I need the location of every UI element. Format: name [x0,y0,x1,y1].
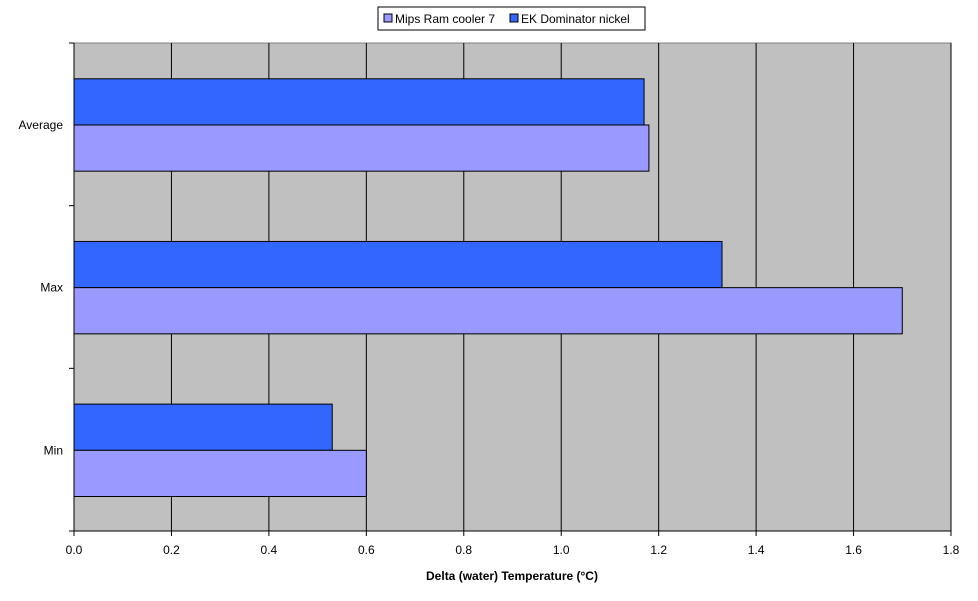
x-tick-label: 1.0 [553,543,570,557]
bar-mips-ram-cooler-7-average [73,124,650,172]
x-tick-label: 1.8 [943,543,960,557]
bar-ek-dominator-nickel-min [73,403,333,451]
x-tick-label: 0.0 [66,543,83,557]
x-tick-label: 1.6 [845,543,862,557]
legend-entry: EK Dominator nickel [521,12,630,26]
x-tick-label: 1.2 [650,543,667,557]
x-tick-labels: 0.0 0.2 0.4 0.6 0.8 1.0 1.2 1.4 1.6 1.8 [66,543,960,557]
legend: Mips Ram cooler 7 EK Dominator nickel [377,6,646,31]
legend-swatch [509,13,519,23]
category-label: Min [44,443,63,457]
x-tick-label: 0.8 [455,543,472,557]
bar-mips-ram-cooler-7-min [73,449,367,498]
legend-entry: Mips Ram cooler 7 [395,12,495,26]
x-tick-label: 0.6 [358,543,375,557]
bar-mips-ram-cooler-7-max [73,287,903,335]
axes [69,42,952,536]
x-tick-label: 0.4 [261,543,278,557]
legend-swatch [383,13,393,23]
category-label: Average [19,118,64,132]
bars [73,78,903,498]
category-label: Max [40,281,63,295]
bar-ek-dominator-nickel-average [73,78,645,126]
bar-ek-dominator-nickel-max [73,240,723,289]
x-axis-title: Delta (water) Temperature (°C) [426,569,598,583]
category-labels: Average Max Min [19,118,64,457]
x-tick-label: 0.2 [163,543,180,557]
x-tick-label: 1.4 [748,543,765,557]
